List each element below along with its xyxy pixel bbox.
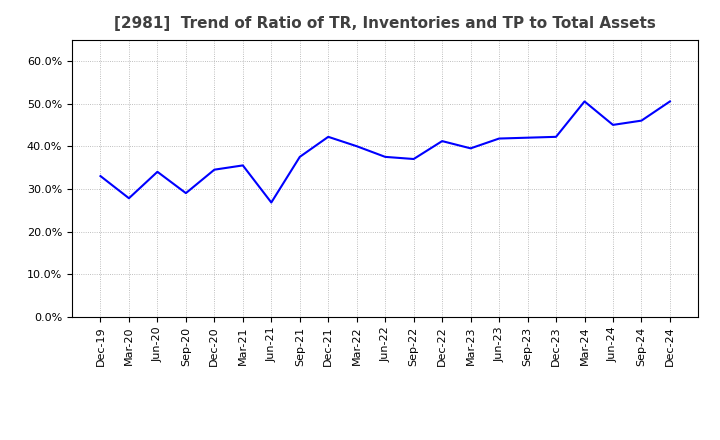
Title: [2981]  Trend of Ratio of TR, Inventories and TP to Total Assets: [2981] Trend of Ratio of TR, Inventories… xyxy=(114,16,656,32)
